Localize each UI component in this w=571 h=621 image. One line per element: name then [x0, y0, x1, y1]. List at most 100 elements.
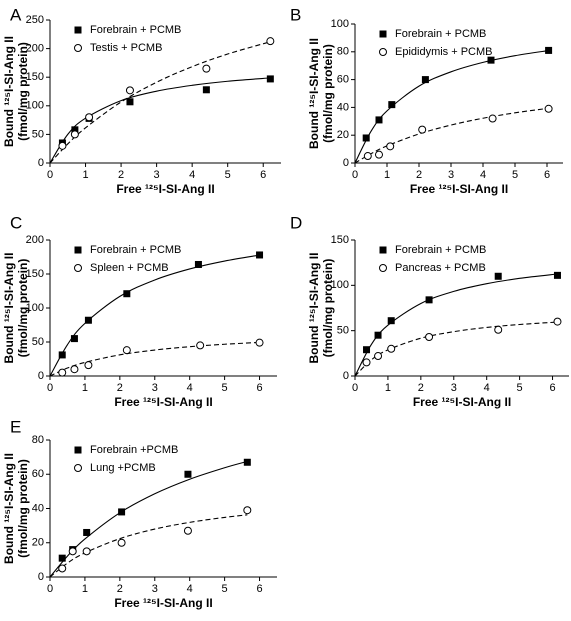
- x-tick-label: 3: [154, 169, 160, 181]
- circle-marker: [266, 37, 275, 46]
- legend-marker: [74, 26, 82, 34]
- circle-marker: [418, 125, 427, 134]
- circle-marker: [58, 368, 67, 377]
- legend-marker: [74, 264, 82, 272]
- legend-marker: [379, 30, 387, 38]
- x-tick-label: 4: [480, 169, 486, 181]
- circle-marker: [68, 547, 77, 556]
- square-marker: [126, 98, 134, 106]
- x-axis-label: Free ¹²⁵I-SI-Ang II: [410, 182, 508, 196]
- circle-marker: [58, 564, 67, 573]
- y-tick-label: 150: [26, 268, 44, 280]
- x-axis-label: Free ¹²⁵I-SI-Ang II: [116, 182, 214, 196]
- y-tick-label: 0: [343, 370, 349, 382]
- circle-marker: [425, 333, 434, 342]
- legend-marker: [74, 464, 82, 472]
- x-tick-label: 6: [260, 169, 266, 181]
- y-tick-label: 0: [343, 157, 349, 169]
- square-marker: [184, 470, 192, 478]
- circle-marker: [70, 130, 79, 139]
- x-tick-label: 2: [418, 382, 424, 394]
- circle-marker: [58, 141, 67, 150]
- fit-curve: [49, 514, 248, 578]
- fit-curve: [49, 460, 248, 578]
- square-marker: [58, 351, 66, 359]
- x-tick-label: 3: [451, 382, 457, 394]
- legend-label: Forebrain +PCMB: [90, 444, 178, 456]
- square-marker: [375, 116, 383, 124]
- y-tick-label: 60: [337, 74, 349, 86]
- x-axis-label: Free ¹²⁵I-SI-Ang II: [413, 395, 511, 409]
- x-tick-label: 4: [187, 382, 193, 394]
- square-marker: [421, 76, 429, 84]
- square-marker: [553, 271, 561, 279]
- x-tick-label: 1: [82, 382, 88, 394]
- legend-label: Forebrain + PCMB: [395, 28, 486, 40]
- x-tick-label: 4: [187, 583, 193, 595]
- x-tick-label: 1: [385, 382, 391, 394]
- legend-marker: [379, 48, 387, 56]
- x-tick-label: 0: [352, 169, 358, 181]
- x-tick-label: 6: [544, 169, 550, 181]
- square-marker: [123, 290, 131, 298]
- square-marker: [256, 251, 264, 259]
- x-tick-label: 5: [222, 583, 228, 595]
- y-tick-label: 60: [32, 468, 44, 480]
- square-marker: [494, 272, 502, 280]
- x-tick-label: 1: [82, 169, 88, 181]
- circle-marker: [183, 526, 192, 535]
- square-marker: [70, 335, 78, 343]
- x-tick-label: 4: [189, 169, 195, 181]
- x-tick-label: 6: [256, 583, 262, 595]
- fit-curve: [49, 254, 260, 377]
- square-marker: [425, 296, 433, 304]
- x-tick-label: 2: [117, 583, 123, 595]
- x-tick-label: 1: [82, 583, 88, 595]
- circle-marker: [375, 150, 383, 159]
- circle-marker: [374, 352, 383, 361]
- square-marker: [83, 528, 91, 536]
- circle-marker: [196, 341, 205, 350]
- panel-label: C: [10, 213, 22, 232]
- square-marker: [363, 346, 371, 354]
- x-tick-label: 1: [384, 169, 390, 181]
- x-tick-label: 4: [484, 382, 490, 394]
- x-tick-label: 2: [416, 169, 422, 181]
- x-axis-label: Free ¹²⁵I-SI-Ang II: [114, 596, 212, 610]
- fit-curve: [49, 77, 271, 164]
- square-marker: [71, 126, 79, 134]
- circle-marker: [386, 142, 395, 151]
- legend-marker: [74, 44, 82, 52]
- y-tick-label: 50: [32, 336, 44, 348]
- legend-label: Pancreas + PCMB: [395, 262, 486, 274]
- x-tick-label: 5: [225, 169, 231, 181]
- square-marker: [387, 317, 395, 325]
- square-marker: [84, 316, 92, 324]
- square-marker: [388, 101, 396, 109]
- y-tick-label: 200: [26, 234, 44, 246]
- y-tick-label: 50: [32, 128, 44, 140]
- square-marker: [266, 75, 274, 83]
- x-tick-label: 5: [517, 382, 523, 394]
- circle-marker: [362, 358, 371, 367]
- x-tick-label: 0: [47, 583, 53, 595]
- x-axis-label: Free ¹²⁵I-SI-Ang II: [114, 395, 212, 409]
- y-tick-label: 80: [32, 434, 44, 446]
- y-tick-label: 0: [38, 157, 44, 169]
- square-marker: [487, 56, 495, 64]
- circle-marker: [255, 338, 264, 347]
- x-tick-label: 0: [47, 382, 53, 394]
- legend-marker: [74, 246, 82, 254]
- circle-marker: [544, 104, 553, 113]
- circle-marker: [488, 114, 497, 123]
- fit-curve: [49, 41, 271, 164]
- circle-marker: [363, 152, 372, 161]
- circle-marker: [202, 64, 211, 73]
- circle-marker: [243, 506, 252, 515]
- y-axis-label: (fmol/mg protein): [16, 259, 30, 358]
- x-tick-label: 5: [222, 382, 228, 394]
- y-tick-label: 50: [337, 325, 349, 337]
- square-marker: [374, 331, 382, 339]
- legend-marker: [379, 264, 387, 272]
